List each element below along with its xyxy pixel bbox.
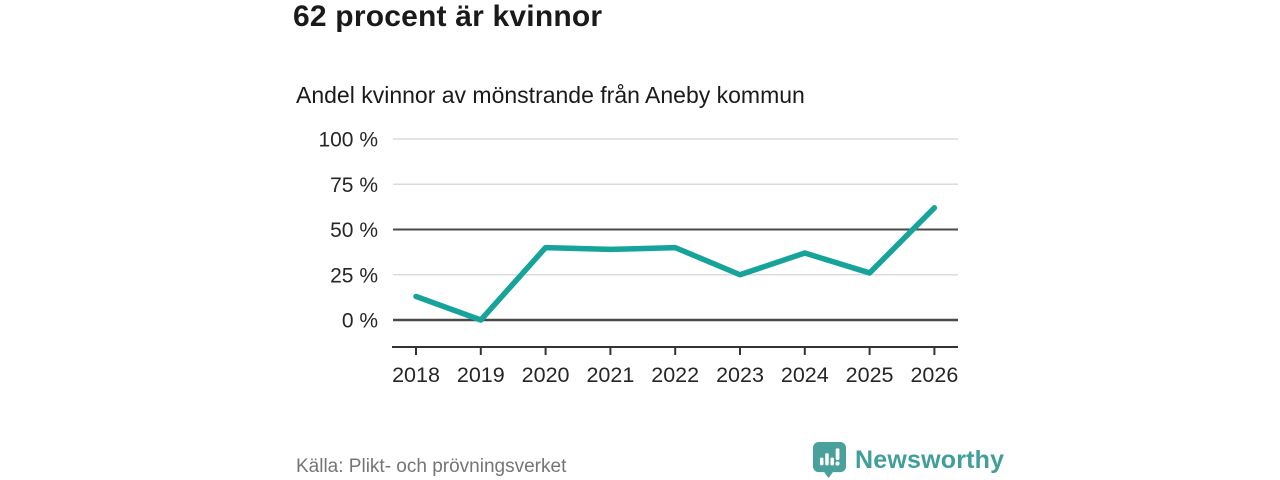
logo-bar-2 — [825, 453, 829, 466]
data-line-series — [413, 205, 938, 323]
logo-bubble-shape — [812, 442, 847, 478]
logo-bar-1 — [819, 457, 824, 466]
x-axis-tick-label: 2021 — [586, 363, 634, 387]
source-note: Källa: Plikt- och prövningsverket — [296, 456, 567, 477]
y-axis-tick-label: 0 % — [342, 310, 378, 333]
logo-exclamation-dot — [835, 461, 840, 466]
logo-bar-3 — [830, 457, 834, 466]
logo-exclamation-bar — [835, 448, 840, 460]
x-axis-tick-label: 2026 — [910, 363, 958, 387]
chart-subtitle: Andel kvinnor av mönstrande från Aneby k… — [296, 82, 805, 108]
brand-name: Newsworthy — [855, 445, 1005, 474]
x-axis-tick-label: 2023 — [716, 363, 764, 387]
x-axis-tick-label: 2025 — [846, 363, 894, 387]
y-axis-tick-label: 25 % — [330, 264, 378, 287]
y-axis-tick-label: 75 % — [330, 174, 378, 197]
page-title: 62 procent är kvinnor — [293, 0, 603, 33]
y-axis-tick-label: 50 % — [330, 219, 378, 242]
y-axis-tick-label: 100 % — [318, 129, 378, 152]
x-axis-tick-label: 2020 — [522, 363, 570, 387]
x-axis-tick-label: 2024 — [781, 363, 829, 387]
line-chart: 0 % 25 % 50 % 75 % 100 % 2018 2019 2020 2021 2022… — [318, 129, 958, 388]
x-axis-tick-label: 2018 — [392, 363, 440, 387]
newsworthy-logo-icon — [812, 442, 847, 478]
x-axis-tick-label: 2022 — [651, 363, 699, 387]
brand-logo: Newsworthy — [812, 441, 1004, 479]
x-axis-tick-label: 2019 — [457, 363, 505, 387]
